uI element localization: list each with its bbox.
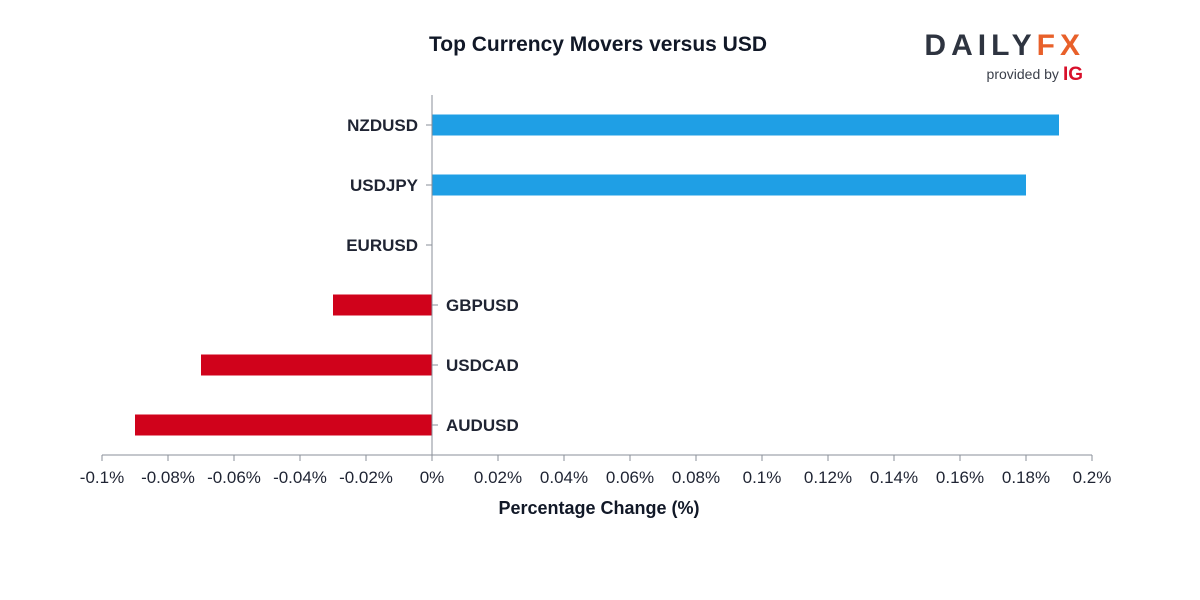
category-label-gbpusd: GBPUSD [446, 296, 519, 315]
chart-title: Top Currency Movers versus USD [428, 33, 768, 56]
bar-nzdusd [432, 114, 1059, 136]
x-tick-label: -0.04% [273, 468, 327, 487]
x-tick-label: 0.14% [870, 468, 918, 487]
category-label-audusd: AUDUSD [446, 416, 519, 435]
x-tick-label: 0.12% [804, 468, 852, 487]
x-tick-label: 0.08% [672, 468, 720, 487]
dailyfx-logo: DAILYFX provided by IG [924, 30, 1095, 85]
x-tick-label: -0.06% [207, 468, 261, 487]
provided-by-text: provided by [986, 66, 1059, 82]
x-tick-label: 0.2% [1073, 468, 1112, 487]
x-tick-label: 0.18% [1002, 468, 1050, 487]
category-label-nzdusd: NZDUSD [347, 116, 418, 135]
bar-gbpusd [333, 294, 432, 316]
ig-logo-text: IG [1062, 64, 1083, 85]
bar-audusd [135, 414, 432, 436]
logo-daily-text: DAILY [924, 29, 1037, 62]
logo-wordmark: DAILYFX [924, 30, 1085, 62]
x-tick-label: 0.1% [743, 468, 782, 487]
x-tick-label: -0.1% [80, 468, 124, 487]
x-tick-label: 0.06% [606, 468, 654, 487]
x-axis-title: Percentage Change (%) [498, 498, 699, 518]
x-tick-label: -0.08% [141, 468, 195, 487]
bar-usdjpy [432, 174, 1026, 196]
x-tick-label: -0.02% [339, 468, 393, 487]
x-tick-label: 0% [420, 468, 445, 487]
logo-fx-text: FX [1036, 29, 1085, 62]
category-label-eurusd: EURUSD [346, 236, 418, 255]
logo-provided-by: provided by IG [987, 64, 1083, 85]
x-tick-label: 0.02% [474, 468, 522, 487]
x-tick-label: 0.16% [936, 468, 984, 487]
category-label-usdjpy: USDJPY [350, 176, 419, 195]
category-label-usdcad: USDCAD [446, 356, 519, 375]
x-tick-label: 0.04% [540, 468, 588, 487]
bar-usdcad [201, 354, 432, 376]
